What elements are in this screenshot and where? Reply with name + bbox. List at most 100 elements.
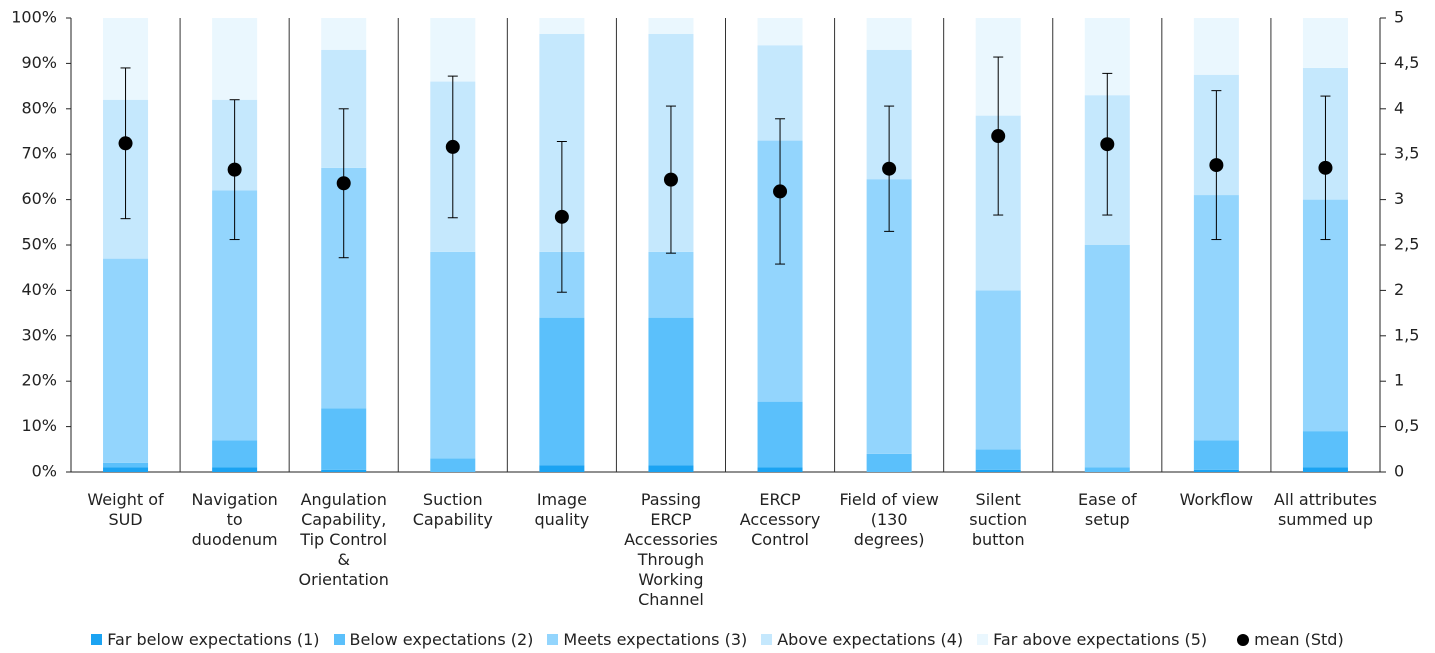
x-tick-label: Navigation to duodenum: [191, 490, 278, 549]
legend-swatch: [761, 634, 773, 645]
legend-swatch: [977, 634, 989, 645]
bar-segment: [1193, 469, 1239, 472]
legend-label: Far above expectations (5): [993, 630, 1208, 649]
x-tick-label: Angulation Capability, Tip Control & Ori…: [298, 490, 389, 589]
bar-segment: [1302, 431, 1348, 468]
bar-segment: [430, 18, 476, 82]
mean-marker: [1318, 160, 1333, 175]
y2-tick-label: 4: [1394, 98, 1404, 117]
legend-label: Above expectations (4): [777, 630, 964, 649]
y2-tick-label: 1,5: [1394, 325, 1419, 344]
legend-label: mean (Std): [1254, 630, 1344, 649]
y-tick-label: 70%: [21, 144, 57, 163]
y2-tick-label: 2: [1394, 280, 1404, 299]
y2-tick-label: 3: [1394, 189, 1404, 208]
bar-segment: [539, 317, 585, 466]
bar-segment: [103, 462, 149, 468]
bar-segment: [757, 18, 803, 46]
legend-item: Far above expectations (5): [977, 630, 1207, 649]
bar-segment: [975, 469, 1021, 472]
bar-segment: [975, 290, 1021, 450]
mean-marker: [1209, 158, 1224, 173]
x-tick-label: Workflow: [1179, 490, 1254, 509]
bar-segment: [1084, 467, 1130, 472]
y2-tick-label: 4,5: [1394, 53, 1419, 72]
mean-marker: [991, 129, 1006, 144]
bar-segment: [321, 18, 367, 50]
bar-segment: [866, 18, 912, 50]
legend: Far below expectations (1) Below expectat…: [0, 630, 1435, 649]
bar-segment: [757, 401, 803, 468]
y2-tick-label: 5: [1394, 8, 1404, 27]
legend-item: Below expectations (2): [333, 630, 534, 649]
y-tick-label: 10%: [21, 416, 57, 435]
y-tick-label: 30%: [21, 325, 57, 344]
bar-segment: [212, 18, 258, 100]
mean-marker: [336, 176, 351, 191]
legend-label: Below expectations (2): [349, 630, 534, 649]
bar-segment: [1302, 18, 1348, 68]
bar-segment: [430, 458, 476, 472]
bar-segment: [648, 18, 694, 34]
mean-marker: [1100, 137, 1115, 152]
x-tick-label: Field of view (130 degrees): [839, 490, 939, 549]
mean-marker: [445, 139, 460, 154]
legend-label: Meets expectations (3): [563, 630, 748, 649]
legend-swatch: [91, 634, 103, 645]
y-tick-label: 60%: [21, 189, 57, 208]
bar-segment: [648, 317, 694, 466]
y-tick-label: 20%: [21, 371, 57, 390]
x-tick-label: Passing ERCP Accessories Through Working…: [624, 490, 718, 609]
y2-tick-label: 3,5: [1394, 144, 1419, 163]
bar-segment: [212, 467, 258, 472]
bar-segment: [648, 465, 694, 472]
bar-segment: [1302, 467, 1348, 472]
bar-segment: [539, 465, 585, 472]
bar-segment: [212, 440, 258, 468]
y-tick-label: 100%: [11, 8, 57, 27]
x-tick-label: Image quality: [534, 490, 590, 529]
bar-segment: [1084, 245, 1130, 468]
y2-tick-label: 2,5: [1394, 235, 1419, 254]
bar-segment: [1193, 18, 1239, 75]
y-tick-label: 80%: [21, 98, 57, 117]
y2-tick-label: 1: [1394, 371, 1404, 390]
mean-marker: [882, 161, 897, 176]
y-tick-label: 90%: [21, 53, 57, 72]
legend-swatch: [547, 634, 559, 645]
mean-marker: [554, 209, 569, 224]
legend-label: Far below expectations (1): [107, 630, 320, 649]
bar-segment: [321, 408, 367, 470]
mean-marker: [227, 162, 242, 177]
bar-segment: [539, 18, 585, 34]
legend-swatch: [333, 634, 345, 645]
y2-tick-label: 0: [1394, 462, 1404, 481]
bar-segment: [757, 467, 803, 472]
legend-item: mean (Std): [1237, 630, 1344, 649]
legend-item: Above expectations (4): [761, 630, 963, 649]
legend-item: Far below expectations (1): [91, 630, 320, 649]
y2-tick-label: 0,5: [1394, 416, 1419, 435]
x-tick-label: Ease of setup: [1077, 490, 1137, 529]
x-tick-label: All attributes summed up: [1273, 490, 1377, 529]
bar-segment: [321, 469, 367, 472]
bar-segment: [430, 251, 476, 459]
bar-segment: [975, 449, 1021, 470]
mean-marker: [663, 172, 678, 187]
bar-segment: [648, 251, 694, 318]
bar-segment: [103, 467, 149, 472]
legend-swatch: [1237, 633, 1250, 646]
mean-marker: [118, 136, 133, 151]
x-tick-label: Weight of SUD: [87, 490, 164, 529]
legend-item: Meets expectations (3): [547, 630, 747, 649]
x-tick-label: Silent suction button: [969, 490, 1028, 549]
bar-segment: [1193, 440, 1239, 470]
y-tick-label: 0%: [32, 462, 57, 481]
bar-segment: [103, 258, 149, 463]
mean-marker: [773, 184, 788, 199]
x-tick-label: ERCP Accessory Control: [739, 490, 821, 549]
y-tick-label: 50%: [21, 235, 57, 254]
bar-segment: [866, 453, 912, 472]
